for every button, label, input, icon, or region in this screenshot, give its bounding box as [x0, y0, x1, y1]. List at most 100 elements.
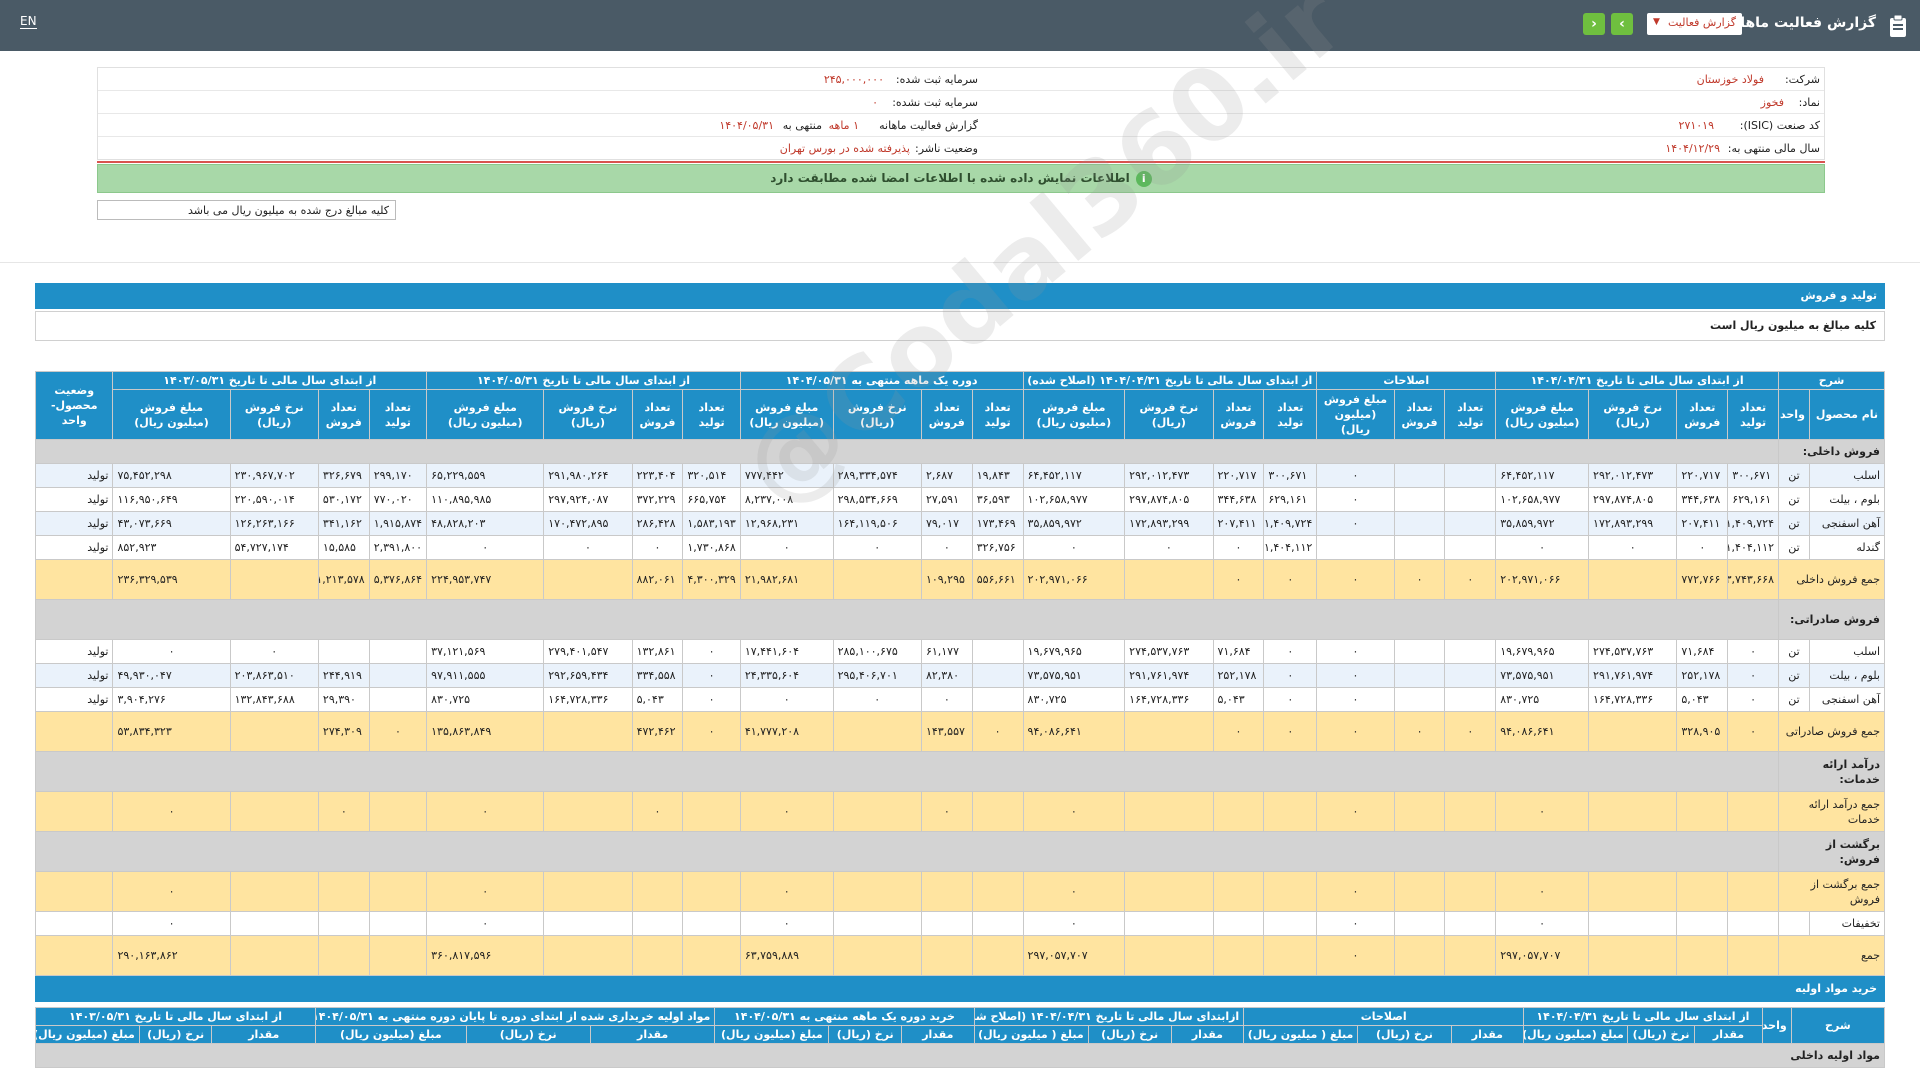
mat-col-amount: مبلغ ( میلیون ریال) [973, 1025, 1089, 1044]
table-cell: ۰ [426, 871, 545, 912]
table-cell: ۱,۴۰۴,۱۱۲ [1727, 535, 1779, 560]
col-sales-rate: نرخ فروش (ریال) [543, 389, 633, 440]
table-cell: ۴۷۲,۴۶۲ [631, 711, 684, 752]
col-sales-qty: تعداد فروش [1676, 389, 1729, 440]
section-header-production: تولید و فروش [35, 283, 1885, 309]
col-sales-qty: تعداد فروش [1393, 389, 1446, 440]
table-cell: ۰ [682, 663, 741, 688]
table-cell: ۶۱,۱۷۷ [920, 639, 973, 664]
table-cell [1727, 935, 1779, 976]
mat-col-qty: مقدار [1450, 1025, 1525, 1044]
table-cell: ۴۹,۹۳۰,۰۴۷ [112, 663, 231, 688]
table-cell: ۴۱,۷۷۷,۲۰۸ [739, 711, 834, 752]
table-cell [1727, 871, 1779, 912]
mat-col-rate: نرخ (ریال) [138, 1025, 213, 1044]
table-cell: ۲۹۷,۰۵۷,۷۰۷ [1495, 935, 1590, 976]
table-cell [1727, 911, 1779, 936]
category-filler [35, 439, 1779, 464]
table-cell: ۴۳,۰۷۳,۶۶۹ [112, 511, 231, 536]
table-cell: ۲۷۴,۳۰۹ [317, 711, 370, 752]
page-title: گزارش فعالیت ماهانه [1726, 15, 1876, 31]
table-cell [1124, 559, 1214, 600]
table-row: اسلب تن ۳۰۰,۶۷۱ ۲۲۰,۷۱۷ ۲۹۲,۰۱۲,۴۷۳ ۶۴,۴۵۲,۱۱… [34, 463, 1886, 488]
table-row: جمع برگشت از فروش ۰ ۰ ۰ ۰ ۰ ۰ [34, 871, 1886, 912]
row-label: جمع فروش داخلی [1777, 559, 1886, 600]
category-label: مواد اولیه داخلی [35, 1043, 1885, 1068]
row-unit: تن [1777, 535, 1810, 560]
category-row: درآمد ارائه خدمات: [35, 751, 1886, 792]
table-cell: ۷۱,۶۸۴ [1676, 639, 1729, 664]
table-cell [1676, 871, 1729, 912]
table-cell: ۲۸۵,۱۰۰,۶۷۵ [832, 639, 922, 664]
table-cell [1444, 487, 1497, 512]
table-cell: ۲۹,۳۹۰ [317, 687, 370, 712]
table-cell: ۰ [739, 535, 834, 560]
table-cell: ۶۲۹,۱۶۱ [1727, 487, 1779, 512]
row-status [34, 871, 114, 912]
table-cell [229, 711, 319, 752]
table-cell: ۳,۷۴۳,۶۶۸ [1727, 559, 1779, 600]
table-cell [317, 911, 370, 936]
table-cell [1124, 871, 1214, 912]
table-cell: ۷۷۰,۰۲۰ [368, 487, 428, 512]
table-cell [971, 663, 1024, 688]
chevron-right-icon: › [1619, 16, 1625, 32]
report-type-select[interactable]: گزارش فعالیت ▼ [1647, 13, 1742, 35]
mat-col-qty: مقدار [1694, 1025, 1763, 1044]
table-row: جمع درآمد ارائه خدمات ۰ ۰ ۰ ۰ ۰ ۰ ۰ ۰ ۰ [34, 791, 1886, 832]
col-group-3: از ابتدای سال مالی تا تاریخ ۱۴۰۴/۰۴/۳۱ (… [1022, 371, 1318, 390]
next-report-button[interactable]: › [1611, 13, 1633, 35]
table-row: تخفیفات ۰ ۰ ۰ ۰ ۰ ۰ [34, 911, 1886, 936]
table-cell: ۲۲۰,۷۱۷ [1676, 463, 1729, 488]
table-cell [317, 935, 370, 976]
table-cell [1393, 935, 1446, 976]
col-production-qty: تعداد تولید [1263, 389, 1318, 440]
row-unit: تن [1777, 639, 1810, 664]
prev-report-button[interactable]: ‹ [1583, 13, 1605, 35]
table-cell: ۱۱۶,۹۵۰,۶۴۹ [112, 487, 231, 512]
table-cell: ۰ [1727, 663, 1779, 688]
table-cell [368, 935, 428, 976]
table-cell: ۵۳,۸۳۴,۳۲۳ [112, 711, 231, 752]
row-unit: تن [1777, 663, 1810, 688]
mat-col-rate: نرخ (ریال) [1626, 1025, 1696, 1044]
table-cell: ۲۲۳,۴۰۴ [631, 463, 684, 488]
table-cell [971, 911, 1024, 936]
table-cell: ۱۷۰,۴۷۲,۸۹۵ [543, 511, 633, 536]
table-cell: ۷۵,۴۵۲,۲۹۸ [112, 463, 231, 488]
table-cell: ۲,۳۹۱,۸۰۰ [368, 535, 428, 560]
table-cell: ۹۴,۰۸۶,۶۴۱ [1495, 711, 1590, 752]
info-row: سال مالی منتهی به: ۱۴۰۴/۱۲/۲۹ وضعیت ناشر… [98, 137, 1824, 160]
table-cell [543, 791, 633, 832]
table-cell: ۰ [631, 535, 684, 560]
row-label: جمع درآمد ارائه خدمات [1777, 791, 1886, 832]
language-switch[interactable]: EN [20, 14, 37, 29]
table-cell: ۲۲۰,۷۱۷ [1212, 463, 1265, 488]
table-cell [920, 935, 973, 976]
table-cell: ۰ [426, 535, 545, 560]
table-cell: ۳۶۰,۸۱۷,۵۹۶ [426, 935, 545, 976]
col-group-5: از ابتدای سال مالی تا تاریخ ۱۴۰۴/۰۵/۳۱ [426, 371, 741, 390]
table-cell: ۲۹۲,۰۱۲,۴۷۳ [1588, 463, 1678, 488]
table-cell: ۱۲۶,۲۶۳,۱۶۶ [229, 511, 319, 536]
table-cell: ۰ [1444, 711, 1497, 752]
table-cell: ۳۲۸,۹۰۵ [1676, 711, 1729, 752]
col-group-4: دوره یک ماهه منتهی به ۱۴۰۴/۰۵/۳۱ [739, 371, 1024, 390]
mat-col-qty: مقدار [1170, 1025, 1245, 1044]
table-cell: ۰ [1022, 791, 1126, 832]
table-cell: ۲۲۴,۹۵۳,۷۴۷ [426, 559, 545, 600]
table-cell [1124, 911, 1214, 936]
table-cell: ۰ [368, 711, 428, 752]
table-cell: ۱۳۲,۸۴۳,۶۸۸ [229, 687, 319, 712]
table-cell [1727, 791, 1779, 832]
table-cell [1393, 487, 1446, 512]
mat-col-rate: نرخ (ریال) [828, 1025, 903, 1044]
row-label: جمع برگشت از فروش [1777, 871, 1886, 912]
company-info-table: شرکت: فولاد خوزستان سرمایه ثبت شده: ۲۴۵,… [97, 67, 1825, 160]
symbol-value: فخوز [1760, 96, 1784, 109]
table-cell: ۰ [426, 791, 545, 832]
category-row: فروش صادراتی: [35, 599, 1886, 640]
row-label: گندله [1808, 535, 1886, 560]
table-cell: ۳۲۰,۵۱۴ [682, 463, 741, 488]
col-group-6: از ابتدای سال مالی تا تاریخ ۱۴۰۳/۰۵/۳۱ [112, 371, 428, 390]
